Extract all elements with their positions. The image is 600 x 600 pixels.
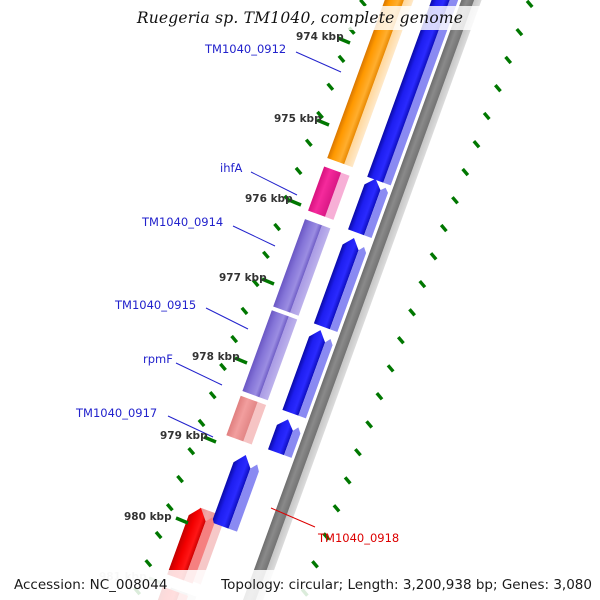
ruler-label: 977 kbp: [219, 272, 267, 284]
gene-inner-TM1040_0912[interactable]: [367, 0, 495, 186]
gene-label-TM1040_0912[interactable]: TM1040_0912: [205, 42, 287, 56]
gene-TM1040_0914[interactable]: [273, 219, 331, 316]
gene-label-ihfA[interactable]: ihfA: [220, 161, 243, 175]
gene-TM1040_0917[interactable]: [211, 452, 263, 532]
gene-label-leader: [232, 225, 276, 247]
green-tick-row-inner: [133, 0, 367, 596]
gene-inner-TM1040_0918-red[interactable]: [167, 505, 218, 584]
gene-inner-TM1040_0915[interactable]: [282, 327, 336, 419]
ruler-label: 974 kbp: [296, 31, 344, 43]
ruler-label: 980 kbp: [124, 511, 172, 523]
ruler-label: 978 kbp: [192, 351, 240, 363]
gene-label-TM1040_0914[interactable]: TM1040_0914: [142, 215, 224, 229]
gene-label-TM1040_0915[interactable]: TM1040_0915: [115, 298, 197, 312]
ruler-tick-dash: [148, 576, 162, 585]
gene-inner-TM1040_0914[interactable]: [313, 235, 370, 332]
ruler-label: 976 kbp: [245, 193, 293, 205]
ruler-tick-dash: [337, 36, 351, 45]
label-leader-lines: [167, 51, 342, 528]
gene-label-leader: [250, 171, 298, 196]
ruler-tick-dash: [203, 435, 217, 444]
ruler-label: 981 kbp: [99, 571, 147, 583]
genome-backbone: [223, 0, 509, 600]
gene-TM1040_0915[interactable]: [242, 310, 298, 401]
ruler-tick-dash: [288, 198, 302, 207]
gene-label-leader: [205, 307, 249, 330]
ruler-label: 979 kbp: [160, 430, 208, 442]
gene-label-leader: [295, 51, 342, 73]
gene-track-inner[interactable]: [130, 0, 495, 600]
gene-label-TM1040_0918[interactable]: TM1040_0918: [318, 531, 400, 545]
gene-label-TM1040_0917[interactable]: TM1040_0917: [76, 406, 158, 420]
ruler-label: 975 kbp: [274, 113, 322, 125]
ruler-tick-dash: [175, 516, 189, 525]
ruler-tick-dash: [261, 277, 275, 286]
gene-inner-ihfA[interactable]: [348, 176, 391, 238]
gene-label-leader: [270, 507, 316, 528]
gene-inner-rpmF[interactable]: [268, 416, 303, 458]
gene-rpmF[interactable]: [226, 395, 267, 445]
ruler-tick-dash: [316, 118, 330, 127]
gene-label-leader: [167, 415, 214, 438]
gene-label-leader: [175, 362, 223, 386]
gene-label-rpmF[interactable]: rpmF: [143, 352, 173, 366]
gene-ihfA[interactable]: [308, 166, 350, 220]
ruler-tick-dash: [234, 356, 248, 365]
